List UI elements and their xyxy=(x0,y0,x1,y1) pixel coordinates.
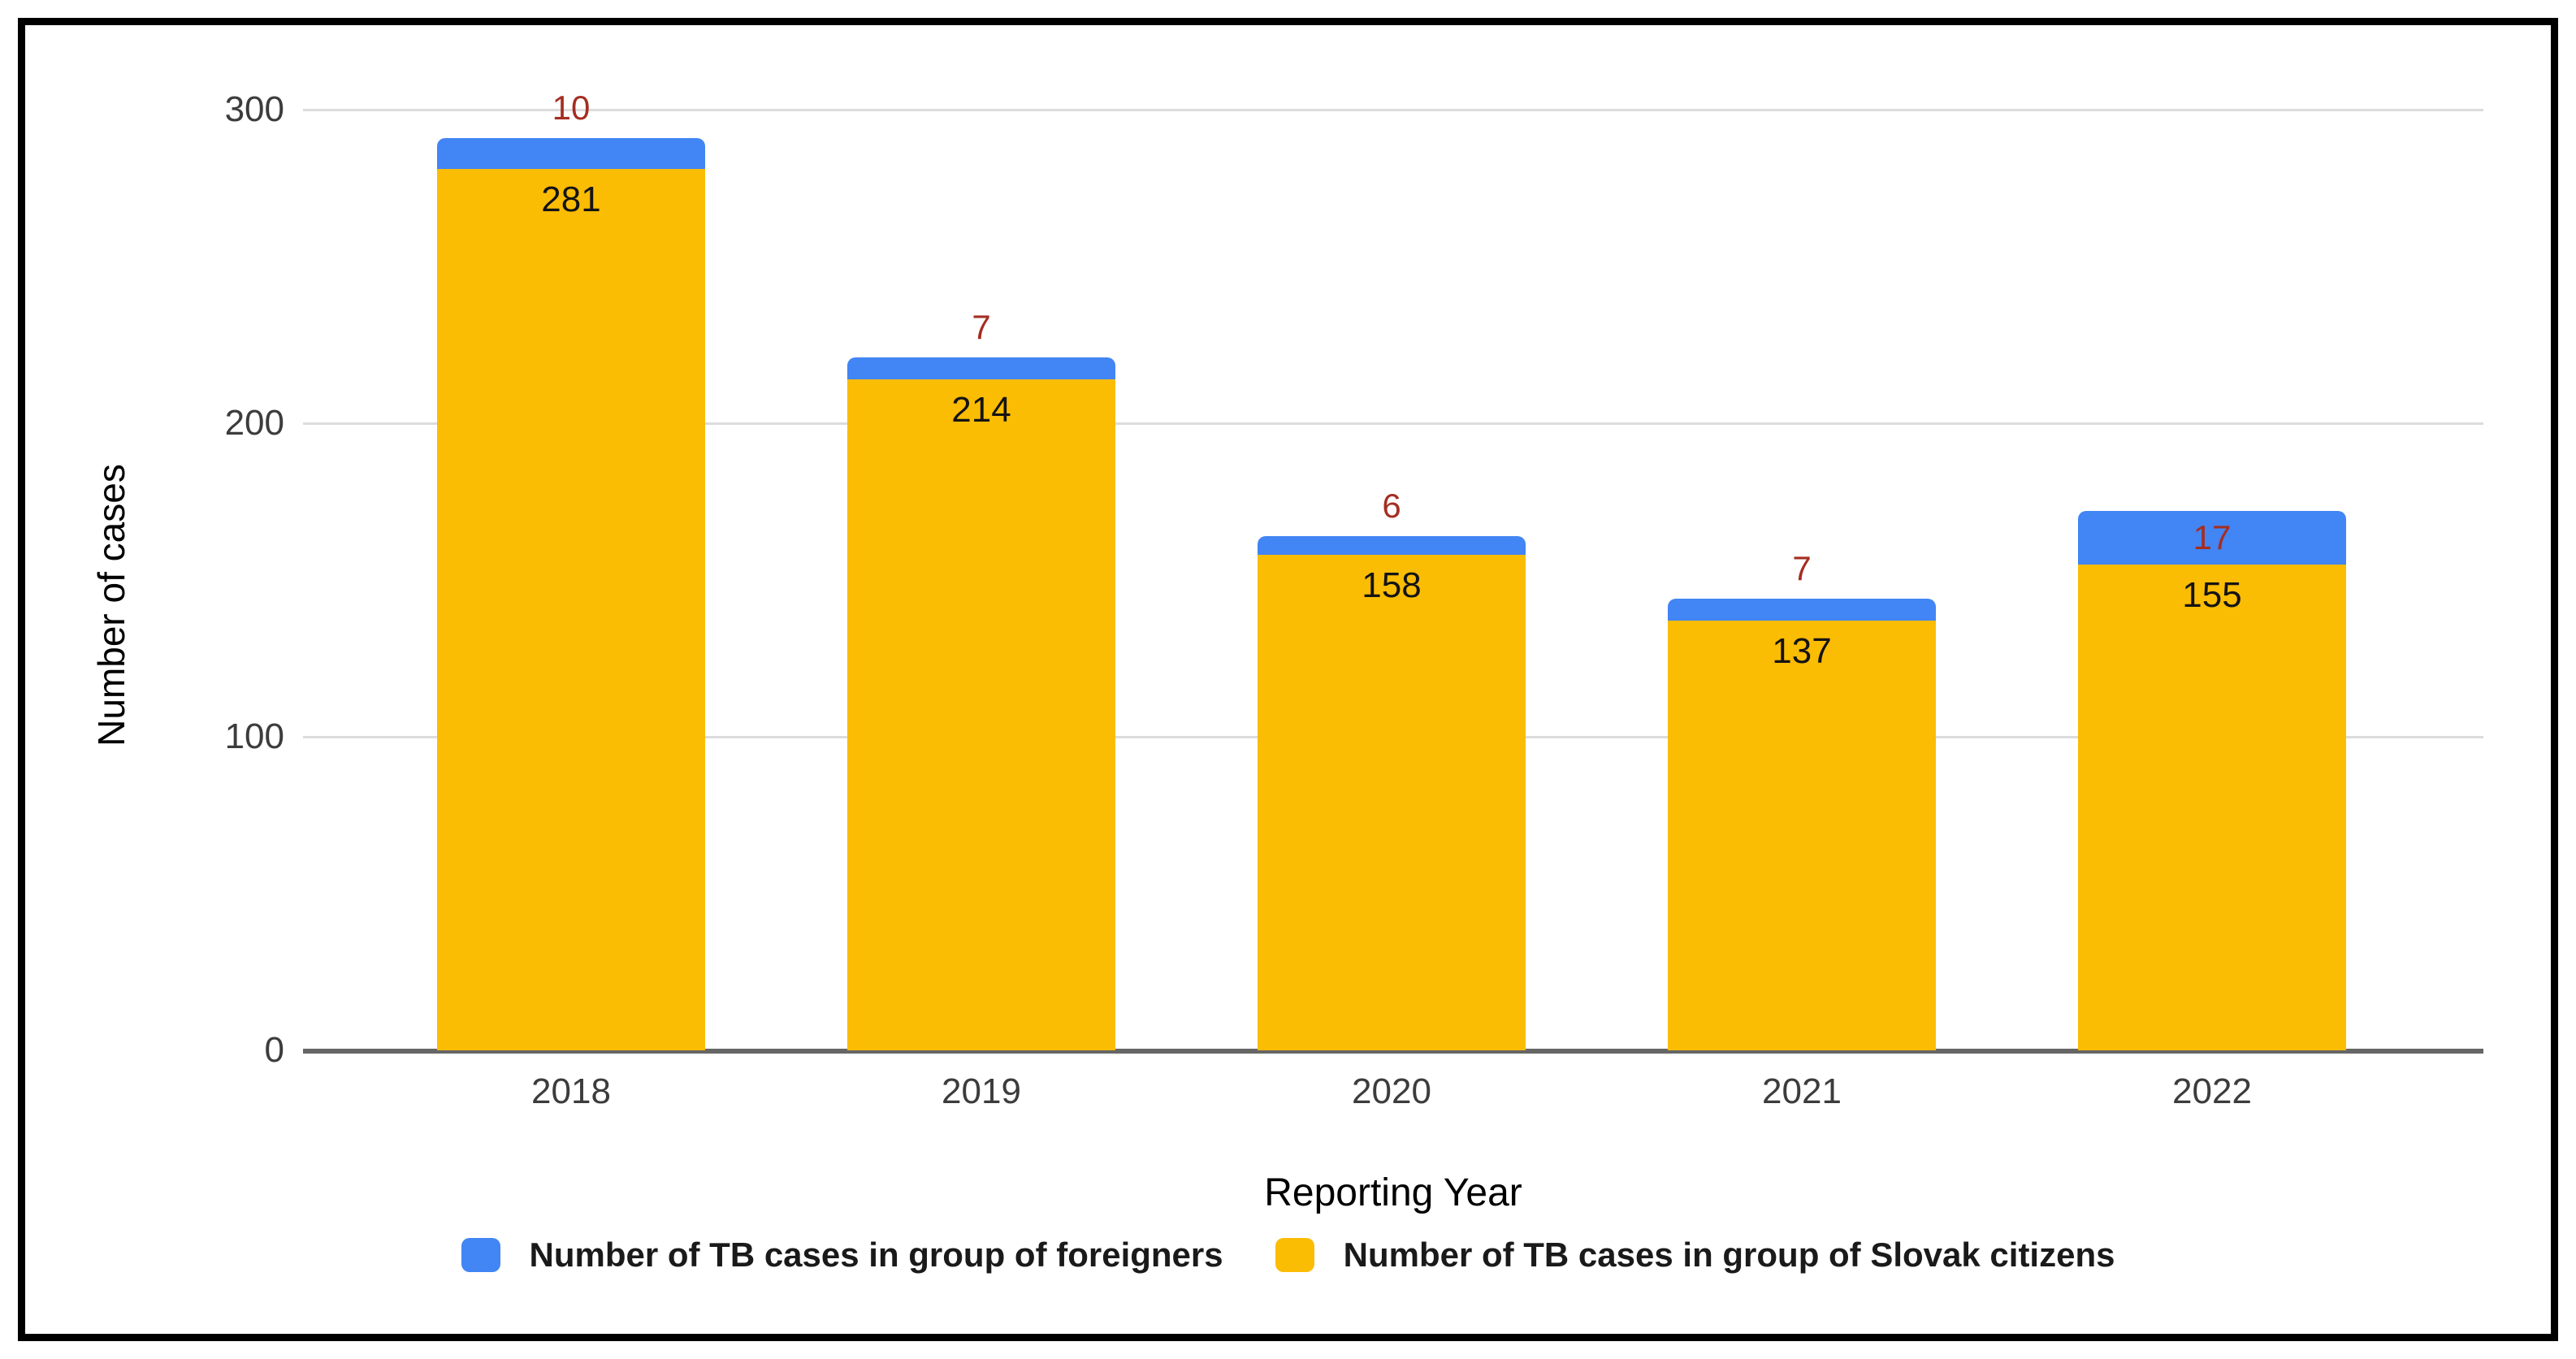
gridline-300 xyxy=(303,109,2483,111)
legend-swatch-foreigners-icon xyxy=(461,1238,500,1272)
y-tick-label-100: 100 xyxy=(224,716,284,756)
value-label-foreigners-2019: 7 xyxy=(972,307,991,346)
x-tick-label-2019: 2019 xyxy=(942,1071,1021,1111)
y-tick-label-200: 200 xyxy=(224,403,284,443)
bar-segment-foreigners-2021 xyxy=(1668,599,1936,621)
bar-2018: 281 10 xyxy=(437,89,705,1050)
x-tick-label-2021: 2021 xyxy=(1762,1071,1842,1111)
bar-segment-foreigners-2022 xyxy=(2078,511,2346,565)
bar-segment-slovak-2019 xyxy=(847,379,1115,1050)
value-label-foreigners-2020: 6 xyxy=(1382,486,1401,525)
x-axis-title: Reporting Year xyxy=(1264,1171,1522,1214)
y-tick-label-300: 300 xyxy=(224,89,284,129)
value-label-foreigners-2022: 17 xyxy=(2193,517,2232,556)
legend-label-slovak-citizens: Number of TB cases in group of Slovak ci… xyxy=(1343,1236,2115,1274)
y-tick-label-0: 0 xyxy=(264,1030,284,1070)
chart-frame-border: Number of cases 0 100 200 300 281 10 2018 214 7 2… xyxy=(18,18,2558,1341)
bar-segment-slovak-2020 xyxy=(1258,555,1526,1050)
bar-segment-foreigners-2018 xyxy=(437,137,705,170)
legend-item-foreigners: Number of TB cases in group of foreigner… xyxy=(461,1236,1223,1275)
legend: Number of TB cases in group of foreigner… xyxy=(25,1236,2551,1275)
x-axis-line xyxy=(303,1049,2483,1054)
bar-segment-foreigners-2019 xyxy=(847,357,1115,379)
value-label-slovak-2018: 281 xyxy=(541,180,601,220)
bar-2021: 137 7 xyxy=(1668,550,1936,1050)
bar-segment-slovak-2018 xyxy=(437,169,705,1050)
legend-label-foreigners: Number of TB cases in group of foreigner… xyxy=(529,1236,1223,1274)
value-label-slovak-2022: 155 xyxy=(2182,574,2242,615)
bar-2022: 155 17 xyxy=(2078,511,2346,1050)
y-axis-title: Number of cases xyxy=(90,464,132,747)
bar-2020: 158 6 xyxy=(1258,487,1526,1050)
legend-swatch-slovak-citizens-icon xyxy=(1275,1238,1314,1272)
bar-2019: 214 7 xyxy=(847,308,1115,1050)
x-tick-label-2018: 2018 xyxy=(531,1071,611,1111)
gridline-200 xyxy=(303,422,2483,425)
bar-segment-slovak-2021 xyxy=(1668,621,1936,1050)
value-label-foreigners-2021: 7 xyxy=(1792,549,1812,588)
bar-segment-foreigners-2020 xyxy=(1258,535,1526,556)
x-tick-label-2022: 2022 xyxy=(2172,1071,2252,1111)
bar-segment-slovak-2022 xyxy=(2078,564,2346,1050)
value-label-slovak-2021: 137 xyxy=(1772,631,1832,672)
value-label-foreigners-2018: 10 xyxy=(552,88,591,127)
value-label-slovak-2020: 158 xyxy=(1362,565,1422,606)
legend-item-slovak-citizens: Number of TB cases in group of Slovak ci… xyxy=(1275,1236,2115,1275)
x-tick-label-2020: 2020 xyxy=(1352,1071,1431,1111)
value-label-slovak-2019: 214 xyxy=(951,389,1011,430)
